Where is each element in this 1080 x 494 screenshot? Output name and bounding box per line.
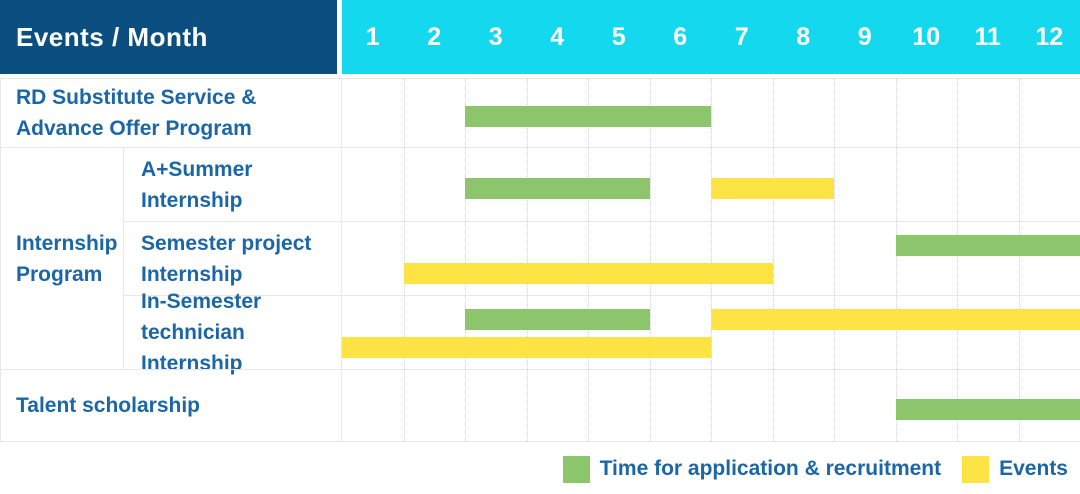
row-label-0: RD Substitute Service & Advance Offer Pro… (1, 79, 342, 147)
month-gridline (895, 79, 897, 147)
month-header-4: 4 (550, 22, 565, 51)
month-gridline (772, 222, 774, 295)
month-gridline (588, 296, 589, 369)
month-gridline (895, 296, 897, 369)
event-bar (403, 263, 773, 284)
event-bar (711, 309, 1080, 330)
month-gridline (834, 148, 835, 221)
row-label-line: Advance Offer Program (16, 117, 252, 140)
month-gridline (465, 370, 466, 441)
month-gridline (711, 296, 712, 369)
month-gridline (834, 79, 835, 147)
month-gridline (465, 222, 466, 295)
month-gridline (403, 370, 405, 441)
group-label-line: Internship (16, 231, 118, 255)
month-gridline (711, 370, 712, 441)
month-gridline (895, 148, 897, 221)
row-label-line: In-Semester (141, 290, 262, 313)
month-gridline (772, 79, 774, 147)
month-gridline (772, 370, 774, 441)
row-label-line: Talent scholarship (16, 394, 200, 417)
month-gridline (834, 296, 835, 369)
table-header: Events / Month 1 2 3 4 5 6 7 8 9 10 11 12 (0, 0, 1080, 74)
month-gridline (834, 222, 835, 295)
month-gridline (649, 222, 651, 295)
month-gridline (465, 296, 466, 369)
month-gridline (957, 222, 958, 295)
month-header-1: 1 (365, 22, 380, 51)
month-header-8: 8 (796, 22, 811, 51)
month-header-11: 11 (974, 22, 1001, 51)
month-header-7: 7 (734, 22, 749, 51)
month-header-10: 10 (912, 22, 941, 51)
event-bar (711, 177, 834, 199)
month-gridline (588, 370, 589, 441)
month-gridline (649, 148, 651, 221)
month-gridline (403, 148, 405, 221)
month-header-6: 6 (673, 22, 688, 51)
month-header-3: 3 (488, 22, 503, 51)
month-gridline (588, 222, 589, 295)
month-header-9: 9 (857, 22, 872, 51)
month-gridline (403, 222, 405, 295)
application-bar (895, 398, 1080, 420)
chart-cell-row-5 (342, 369, 1080, 441)
header-title-cell: Events / Month (0, 0, 337, 74)
table-title: Events / Month (16, 21, 208, 52)
month-gridline (957, 296, 958, 369)
chart-cell-row-2 (342, 147, 1080, 221)
month-header-12: 12 (1035, 22, 1064, 51)
month-gridline (711, 79, 712, 147)
row-label-line: Semester project (141, 231, 312, 255)
month-gridline (649, 296, 651, 369)
row-label-1: A+Summer Internship (124, 147, 342, 221)
application-bar (895, 235, 1080, 256)
row-label-line: RD Substitute Service & (16, 86, 257, 109)
month-gridline (526, 296, 528, 369)
month-gridline (1018, 222, 1020, 295)
application-bar (465, 106, 711, 127)
legend-label: Time for application & recruitment (599, 457, 942, 480)
row-label-2: Semester project Internship (124, 221, 342, 295)
month-gridline (526, 370, 528, 441)
chart-cell-row-3 (342, 221, 1080, 295)
month-header-5: 5 (611, 22, 626, 51)
month-gridline (834, 370, 835, 441)
events-legend-swatch (962, 455, 990, 483)
month-gridline (1018, 296, 1020, 369)
month-gridline (957, 148, 958, 221)
application-bar (465, 177, 650, 199)
row-label-4: Talent scholarship (1, 369, 342, 441)
table-body: RD Substitute Service & Advance Offer Pro… (0, 78, 1080, 442)
month-gridline (403, 296, 405, 369)
group-label-internship-program: Internship Program (1, 147, 124, 369)
row-label-3: In-Semester technician Internship (124, 290, 342, 375)
month-gridline (403, 79, 405, 147)
month-gridline (526, 222, 528, 295)
month-header-2: 2 (427, 22, 442, 51)
month-gridline (895, 222, 897, 295)
event-bar (342, 337, 711, 358)
chart-cell-row-1 (342, 79, 1080, 147)
group-label-line: Program (16, 262, 103, 286)
row-label-line: Internship (141, 262, 243, 286)
month-gridline (1018, 148, 1020, 221)
month-gridline (1018, 79, 1020, 147)
row-label-line: A+Summer (141, 157, 253, 181)
month-gridline (711, 222, 712, 295)
month-gridline (957, 79, 958, 147)
row-label-line: Internship (141, 188, 243, 212)
legend-label: Events (999, 457, 1068, 480)
month-gridline (649, 370, 651, 441)
month-header-row: 1 2 3 4 5 6 7 8 9 10 11 12 (342, 0, 1080, 74)
legend: Time for application & recruitment Events (0, 442, 1080, 494)
application-legend-swatch (562, 455, 590, 483)
chart-cell-row-4 (342, 295, 1080, 369)
application-bar (465, 309, 650, 330)
month-gridline (772, 296, 774, 369)
